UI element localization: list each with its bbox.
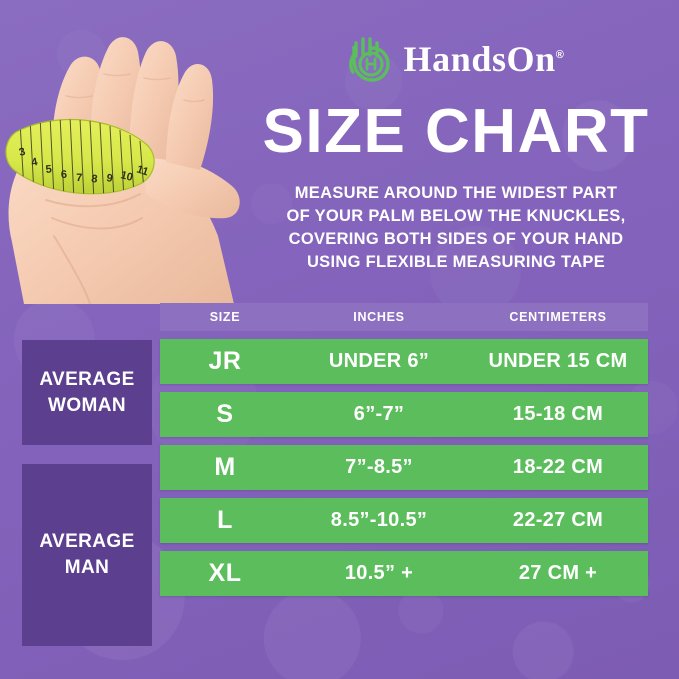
svg-text:10: 10 bbox=[119, 169, 134, 184]
page-title: SIZE CHART bbox=[262, 97, 650, 166]
table-row: JR UNDER 6” UNDER 15 CM bbox=[160, 339, 648, 384]
cell-size: S bbox=[216, 400, 234, 428]
svg-text:9: 9 bbox=[105, 172, 113, 185]
brand-logo: HandsOn® bbox=[240, 30, 670, 88]
cell-inches: 8.5”-10.5” bbox=[330, 509, 428, 531]
cell-size: M bbox=[214, 453, 236, 481]
brand-name: HandsOn® bbox=[404, 38, 565, 80]
svg-text:5: 5 bbox=[45, 163, 52, 176]
column-header-centimeters: CENTIMETERS bbox=[509, 310, 607, 324]
measuring-instructions: MEASURE AROUND THE WIDEST PART OF YOUR P… bbox=[238, 182, 674, 274]
cell-centimeters: 18-22 CM bbox=[512, 456, 604, 478]
svg-text:8: 8 bbox=[91, 173, 98, 186]
cell-inches: 7”-8.5” bbox=[345, 456, 413, 478]
cell-size: L bbox=[217, 506, 233, 534]
svg-text:7: 7 bbox=[76, 172, 83, 184]
measuring-tape-icon: 3 4 5 6 7 8 9 10 11 bbox=[5, 118, 155, 195]
hand-with-measuring-tape-image: 3 4 5 6 7 8 9 10 11 bbox=[0, 4, 244, 304]
category-man-line1: AVERAGE bbox=[39, 531, 135, 552]
svg-text:4: 4 bbox=[30, 156, 39, 169]
cell-centimeters: 22-27 CM bbox=[512, 509, 604, 531]
registered-trademark-mark: ® bbox=[555, 49, 565, 61]
svg-text:6: 6 bbox=[61, 169, 68, 181]
brand-name-text: HandsOn bbox=[403, 39, 556, 79]
cell-centimeters: 27 CM + bbox=[518, 562, 598, 584]
column-header-inches: INCHES bbox=[353, 310, 405, 324]
instruction-line-2: OF YOUR PALM BELOW THE KNUCKLES, bbox=[286, 207, 626, 225]
instruction-line-4: USING FLEXIBLE MEASURING TAPE bbox=[306, 253, 606, 271]
cell-size: XL bbox=[208, 559, 242, 587]
table-row: L 8.5”-10.5” 22-27 CM bbox=[160, 498, 648, 543]
column-header-size: SIZE bbox=[209, 310, 241, 324]
category-man-line2: MAN bbox=[64, 557, 110, 578]
instruction-line-1: MEASURE AROUND THE WIDEST PART bbox=[294, 184, 618, 202]
table-row: M 7”-8.5” 18-22 CM bbox=[160, 445, 648, 490]
category-label-average-woman: AVERAGE WOMAN bbox=[22, 340, 152, 445]
category-woman-line2: WOMAN bbox=[48, 394, 126, 416]
cell-inches: 6”-7” bbox=[353, 403, 405, 425]
cell-size: JR bbox=[208, 347, 242, 375]
cell-inches: 10.5” + bbox=[344, 562, 414, 584]
hand-illustration-icon: 3 4 5 6 7 8 9 10 11 bbox=[5, 37, 240, 304]
size-chart-table: SIZE INCHES CENTIMETERS JR UNDER 6” UNDE… bbox=[160, 303, 648, 596]
hand-logo-icon bbox=[348, 37, 390, 82]
cell-centimeters: 15-18 CM bbox=[512, 403, 604, 425]
table-row: S 6”-7” 15-18 CM bbox=[160, 392, 648, 437]
svg-text:3: 3 bbox=[18, 146, 27, 159]
table-header-row: SIZE INCHES CENTIMETERS bbox=[160, 303, 648, 331]
svg-text:11: 11 bbox=[135, 163, 150, 178]
cell-centimeters: UNDER 15 CM bbox=[488, 350, 628, 372]
category-label-average-man: AVERAGE MAN bbox=[22, 464, 152, 646]
table-row: XL 10.5” + 27 CM + bbox=[160, 551, 648, 596]
category-woman-line1: AVERAGE bbox=[39, 368, 135, 390]
cell-inches: UNDER 6” bbox=[328, 350, 430, 372]
instruction-line-3: COVERING BOTH SIDES OF YOUR HAND bbox=[288, 230, 624, 248]
